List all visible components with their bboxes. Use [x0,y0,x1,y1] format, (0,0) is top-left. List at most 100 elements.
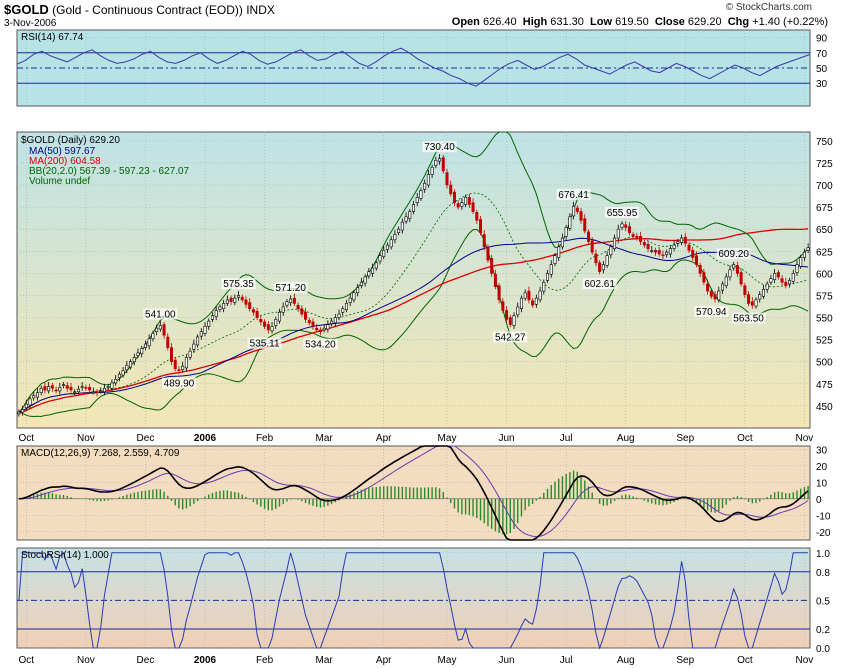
x-tick-label: Sep [676,655,694,666]
candle-body [691,250,695,258]
price-legend-item: BB(20,2.0) 567.39 - 597.23 - 627.07 [29,166,190,177]
candle-body [337,313,341,318]
price-label: 609.20 [718,249,749,260]
candle-body [132,357,136,363]
candle-body [367,271,371,277]
candle-body [181,365,185,370]
candle-body [460,202,464,207]
candle-body [91,391,95,394]
candle-body [136,352,140,356]
price-label-bg [247,337,282,349]
rsi-tick-label: 70 [816,49,828,60]
x-tick-label: Oct [737,433,753,444]
candle-body [743,285,747,295]
candle-body [557,246,561,258]
candle-body [248,302,252,310]
candle-body [240,296,244,301]
candle-body [95,391,99,394]
candle-body [605,255,609,266]
x-tick-label: Jul [560,655,573,666]
price-label: 602.61 [584,279,615,290]
candle-body [724,276,728,287]
candle-body [441,157,445,172]
candle-body [776,272,780,278]
candle-body [300,308,304,315]
candle-body [802,251,806,258]
stochrsi-line [18,551,809,650]
candle-body [188,350,192,358]
candle-body [758,294,762,300]
candle-body [121,370,125,376]
ma50-line [18,237,809,413]
chart-exchange: INDX [246,3,275,17]
candle-body [400,221,404,231]
price-label: 542.27 [495,332,526,343]
candle-body [769,278,773,283]
ma200-line [18,228,809,414]
candle-body [225,299,229,304]
bb-upper-line [18,131,809,413]
candle-body [69,387,73,391]
candle-body [490,258,494,274]
candle-body [378,255,382,262]
x-tick-label: Feb [256,655,274,666]
candle-body [17,411,21,415]
candle-body [218,306,222,310]
candle-body [780,278,784,283]
candle-body [579,211,583,221]
x-tick-label: 2006 [194,655,217,666]
open-value: 626.40 [482,16,517,28]
price-label: 489.90 [164,379,195,390]
candle-body [449,184,453,195]
candle-body [352,292,356,301]
price-tick-label: 550 [816,314,833,325]
candle-body [482,234,486,248]
low-value: 619.50 [615,16,649,28]
candle-body [277,311,281,322]
price-label: 575.35 [223,279,254,290]
rsi-tick-label: 30 [816,79,828,90]
candle-body [210,315,214,320]
site-watermark: © StockCharts.com [725,2,812,13]
macd-tick-label: -10 [816,511,831,522]
candle-body [270,326,274,332]
candle-body [423,182,427,190]
candle-body [222,303,226,310]
candle-body [24,403,28,408]
candle-body [598,262,602,272]
candle-body [397,228,401,234]
x-tick-label: Nov [77,655,95,666]
candle-body [330,320,334,325]
price-title: $GOLD (Daily) 629.20 [21,135,120,146]
candle-body [702,272,706,283]
candle-body [322,327,326,331]
candle-body [601,264,605,271]
low-label: Low [590,16,613,28]
candle-body [635,235,639,239]
candle-body [471,202,475,212]
candle-body [50,385,54,389]
candle-body [434,159,438,166]
candle-body [706,283,710,292]
candle-body [292,297,296,304]
x-tick-label: Mar [316,655,334,666]
candle-body [125,364,129,370]
candle-body [534,297,538,305]
candle-body [65,385,69,389]
chart-symbol: $GOLD [4,2,49,17]
candle-body [199,331,203,337]
candle-body [542,281,546,292]
stochrsi-tick-label: 0.0 [816,644,830,655]
candle-body [244,299,248,305]
candle-body [527,290,531,301]
candle-body [415,197,419,203]
chart-symbol-line: $GOLD (Gold - Continuous Contract (EOD))… [4,2,275,17]
candle-body [76,388,80,393]
candle-body [523,292,527,299]
price-tick-label: 600 [816,269,833,280]
price-label-bg [582,278,617,290]
rsi-title: RSI(14) 67.74 [21,32,84,43]
x-tick-label: Oct [737,655,753,666]
price-label-bg [716,248,751,260]
stochrsi-tick-label: 0.2 [816,625,830,636]
